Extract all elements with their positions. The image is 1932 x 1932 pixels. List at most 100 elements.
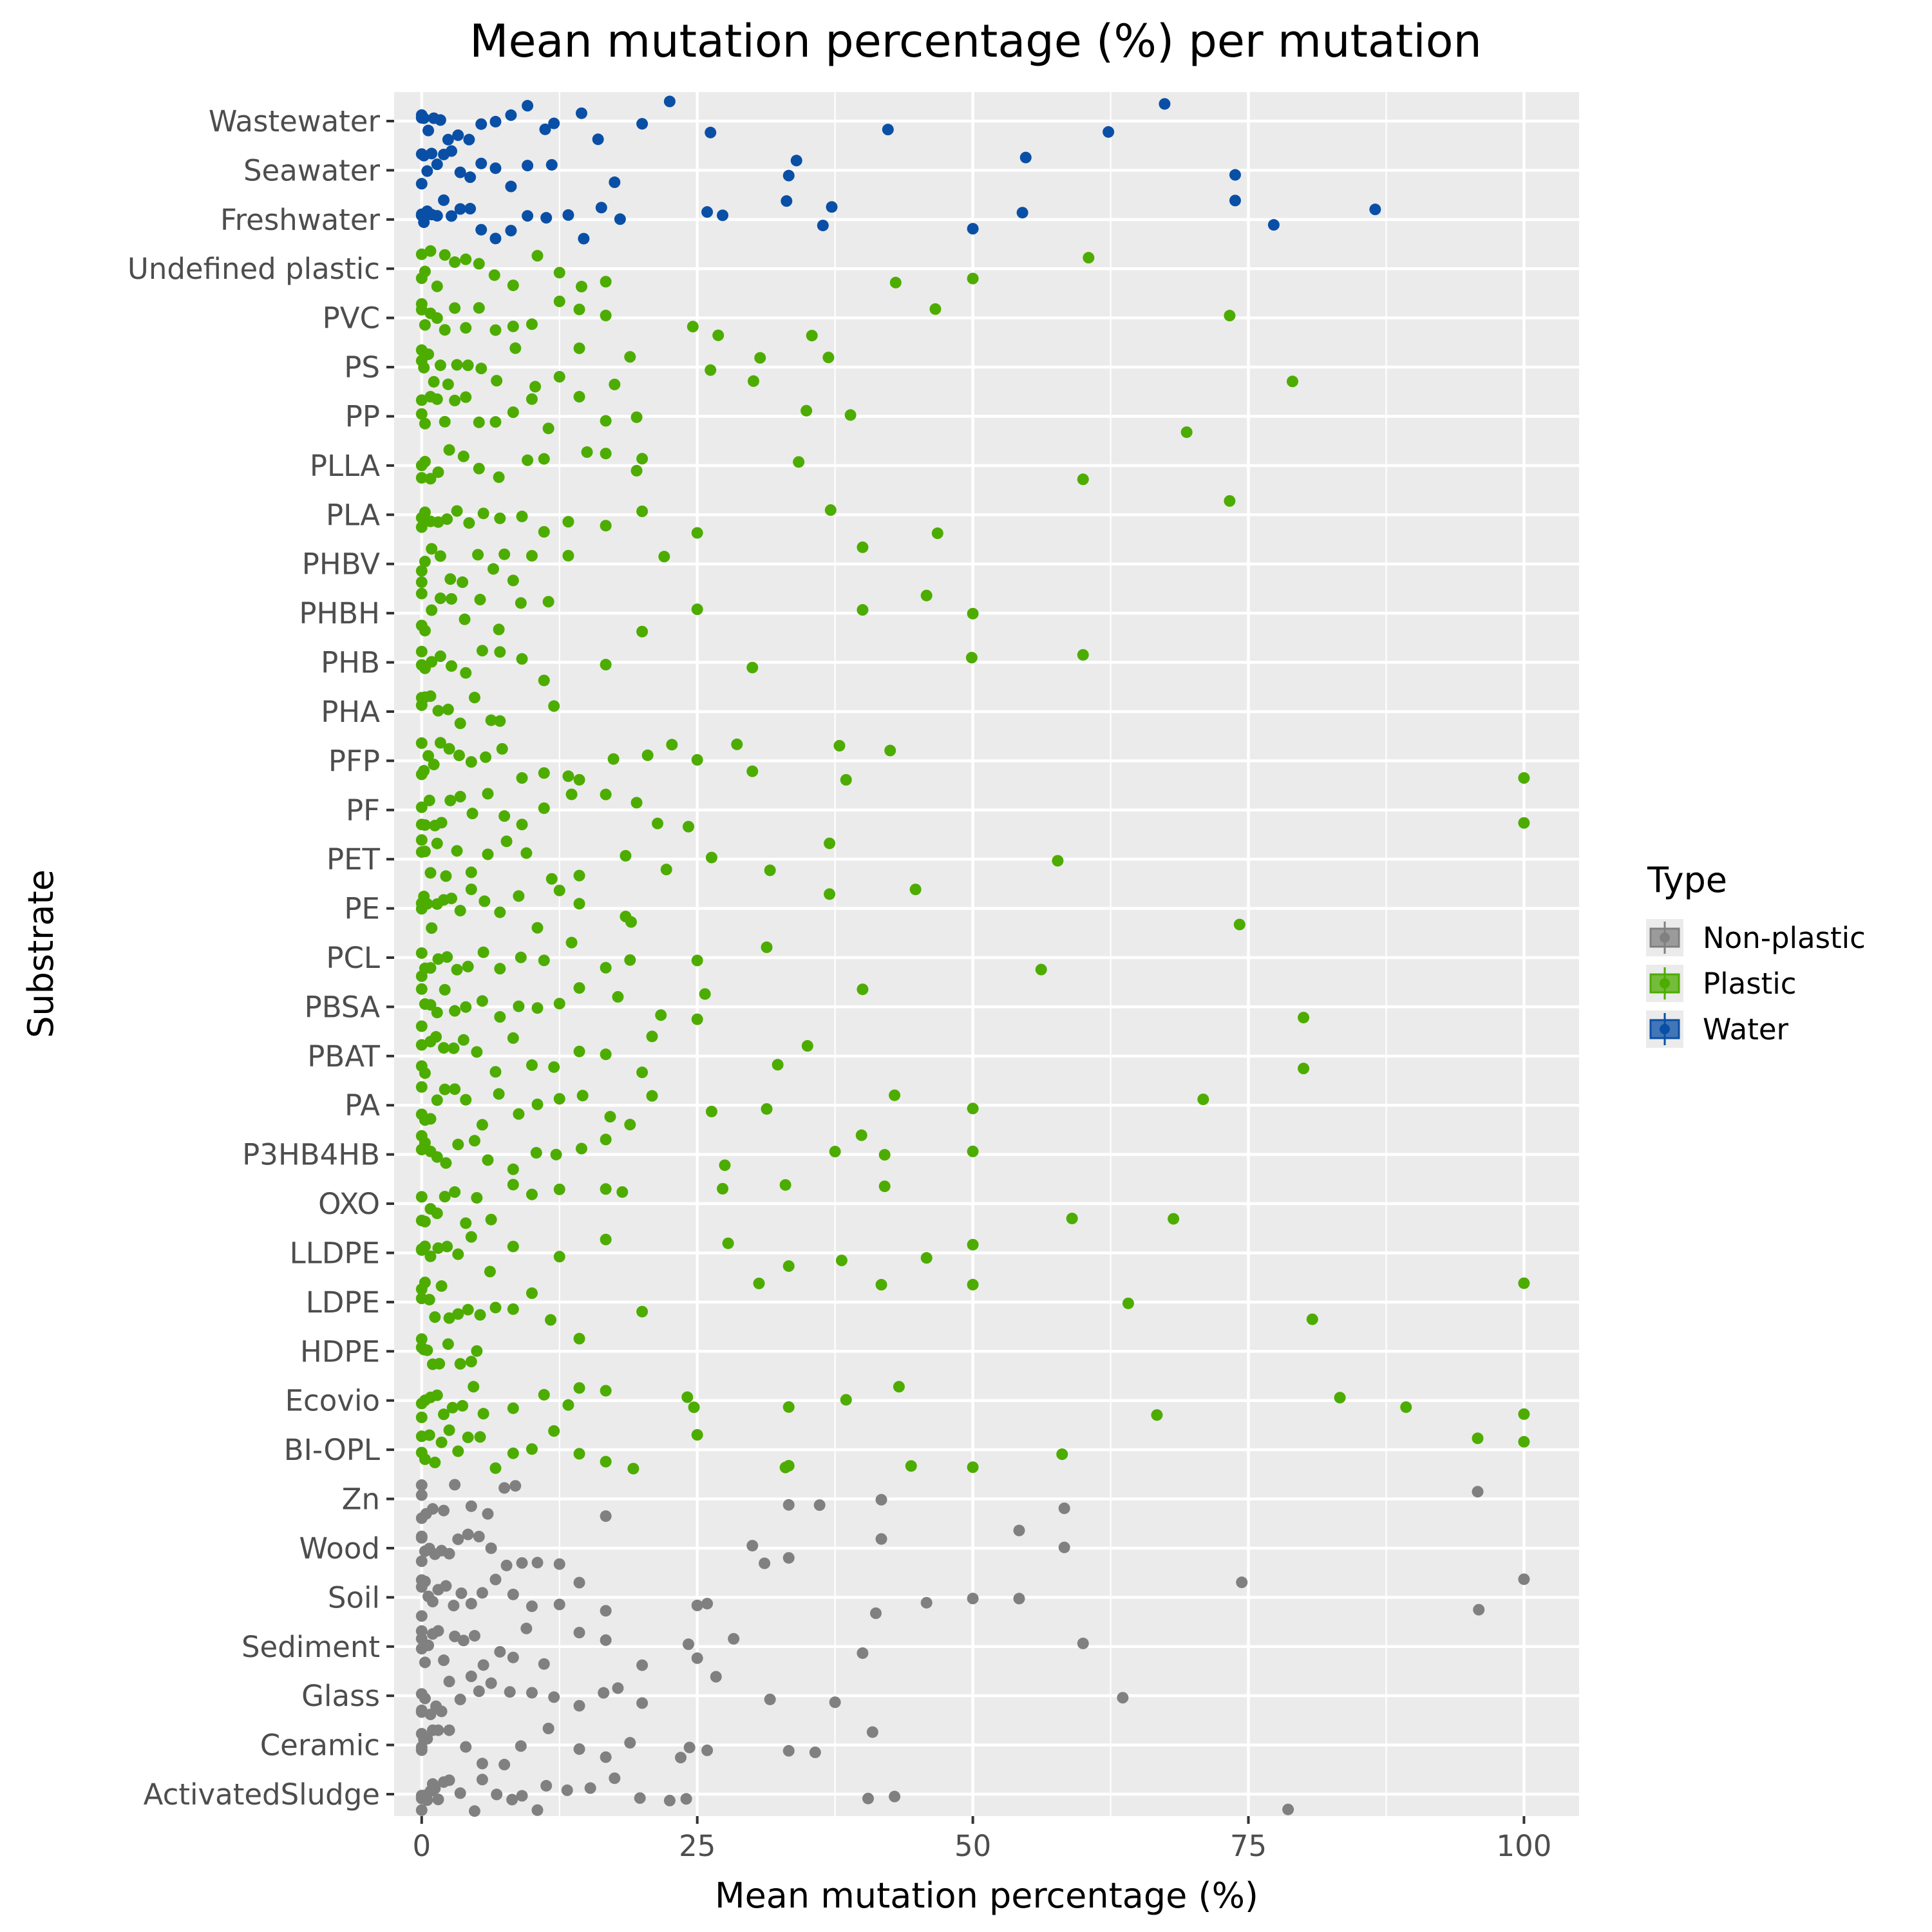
data-point [538, 1388, 550, 1401]
data-point [691, 603, 703, 616]
data-point [781, 195, 793, 207]
data-point [419, 1656, 431, 1669]
data-point [826, 201, 838, 213]
data-point [438, 1042, 450, 1054]
data-point [424, 473, 437, 485]
chart-title: Mean mutation percentage (%) per mutatio… [469, 15, 1482, 68]
data-point [415, 801, 428, 813]
data-point [428, 759, 440, 771]
data-point [426, 147, 438, 160]
data-point [441, 1240, 453, 1253]
data-point [573, 1332, 585, 1345]
data-point [630, 464, 643, 477]
grid-lines [394, 92, 1579, 1816]
data-point [1267, 219, 1280, 231]
data-point [457, 1634, 469, 1647]
data-point [931, 527, 943, 540]
data-point [548, 700, 560, 712]
data-point [471, 1046, 483, 1058]
data-point [688, 1401, 700, 1414]
data-point [526, 1600, 538, 1613]
x-tick-label: 75 [1230, 1829, 1267, 1863]
data-point [443, 1548, 455, 1560]
data-point [460, 1001, 472, 1013]
data-point [609, 176, 621, 189]
data-point [432, 705, 444, 717]
data-point [646, 1090, 658, 1102]
data-point [701, 1598, 714, 1610]
data-point [494, 1011, 506, 1023]
data-point [419, 1067, 431, 1079]
data-point [573, 391, 585, 403]
data-point [636, 506, 649, 518]
data-point [489, 324, 502, 336]
y-tick-label: PCL [326, 941, 380, 975]
data-point [435, 1436, 448, 1448]
data-point [829, 1696, 841, 1709]
data-point [507, 1163, 519, 1175]
data-point [415, 565, 428, 577]
data-point [430, 1031, 442, 1043]
data-point [418, 764, 430, 777]
data-point [415, 1020, 428, 1032]
data-point [612, 1682, 624, 1694]
data-point [759, 1557, 771, 1569]
data-point [485, 1213, 497, 1226]
data-point [507, 1303, 519, 1315]
data-point [464, 171, 477, 184]
data-point [507, 1651, 519, 1663]
data-point [578, 232, 590, 245]
data-point [424, 690, 437, 702]
data-point [505, 180, 517, 193]
data-point [423, 1294, 435, 1306]
data-point [418, 361, 430, 374]
data-point [509, 1480, 522, 1492]
data-point [431, 210, 443, 222]
data-point [824, 504, 837, 516]
data-point [520, 847, 533, 859]
data-point [691, 1652, 703, 1664]
data-point [446, 660, 458, 672]
data-point [438, 1408, 450, 1421]
data-point [573, 1448, 585, 1460]
data-point [553, 1598, 565, 1611]
data-point [1058, 1502, 1070, 1515]
data-point [435, 1280, 448, 1292]
data-point [446, 592, 458, 605]
data-point [967, 1278, 979, 1291]
data-point [965, 652, 978, 664]
data-point [1518, 1435, 1530, 1448]
data-point [600, 1233, 612, 1245]
data-point [1298, 1063, 1310, 1075]
data-point [1306, 1313, 1318, 1325]
data-point [829, 1146, 841, 1158]
y-tick-label: OXO [318, 1187, 380, 1221]
data-point [691, 954, 703, 967]
data-point [1518, 817, 1530, 829]
data-point [598, 1687, 610, 1699]
data-point [1122, 1297, 1134, 1309]
data-point [489, 1573, 502, 1586]
data-point [434, 359, 446, 372]
data-point [516, 772, 528, 784]
data-point [415, 521, 428, 533]
data-point [488, 269, 500, 281]
data-point [636, 118, 649, 130]
data-point [429, 1456, 441, 1468]
data-point [419, 846, 431, 858]
data-point [444, 794, 457, 806]
data-point [1016, 207, 1028, 219]
data-point [878, 1149, 891, 1161]
data-point [498, 548, 511, 560]
data-point [526, 318, 538, 330]
data-point [426, 922, 438, 934]
data-point [507, 1402, 519, 1414]
data-point [515, 951, 527, 963]
data-point [460, 667, 472, 679]
data-point [465, 883, 477, 895]
data-point [553, 1558, 565, 1570]
data-point [435, 1705, 448, 1718]
data-point [545, 1314, 557, 1326]
data-point [484, 1265, 496, 1278]
data-point [636, 1066, 649, 1079]
